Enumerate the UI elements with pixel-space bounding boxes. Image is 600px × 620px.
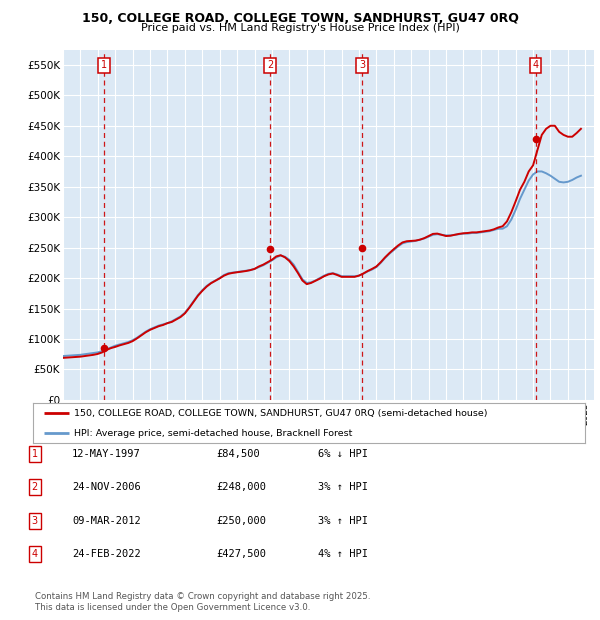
Text: 4% ↑ HPI: 4% ↑ HPI — [318, 549, 368, 559]
Text: 24-NOV-2006: 24-NOV-2006 — [72, 482, 141, 492]
Text: 6% ↓ HPI: 6% ↓ HPI — [318, 449, 368, 459]
Text: 1: 1 — [101, 60, 107, 70]
Text: £84,500: £84,500 — [216, 449, 260, 459]
Text: Price paid vs. HM Land Registry's House Price Index (HPI): Price paid vs. HM Land Registry's House … — [140, 23, 460, 33]
Text: 4: 4 — [32, 549, 38, 559]
Text: £427,500: £427,500 — [216, 549, 266, 559]
Text: 150, COLLEGE ROAD, COLLEGE TOWN, SANDHURST, GU47 0RQ: 150, COLLEGE ROAD, COLLEGE TOWN, SANDHUR… — [82, 12, 518, 25]
Text: 24-FEB-2022: 24-FEB-2022 — [72, 549, 141, 559]
Text: 09-MAR-2012: 09-MAR-2012 — [72, 516, 141, 526]
Text: HPI: Average price, semi-detached house, Bracknell Forest: HPI: Average price, semi-detached house,… — [74, 428, 353, 438]
Text: 150, COLLEGE ROAD, COLLEGE TOWN, SANDHURST, GU47 0RQ (semi-detached house): 150, COLLEGE ROAD, COLLEGE TOWN, SANDHUR… — [74, 409, 488, 418]
Text: 2: 2 — [32, 482, 38, 492]
Text: 1: 1 — [32, 449, 38, 459]
Text: 4: 4 — [533, 60, 539, 70]
Text: This data is licensed under the Open Government Licence v3.0.: This data is licensed under the Open Gov… — [35, 603, 310, 612]
Text: 3: 3 — [32, 516, 38, 526]
Text: 12-MAY-1997: 12-MAY-1997 — [72, 449, 141, 459]
Text: Contains HM Land Registry data © Crown copyright and database right 2025.: Contains HM Land Registry data © Crown c… — [35, 592, 370, 601]
Text: 2: 2 — [267, 60, 274, 70]
Text: £248,000: £248,000 — [216, 482, 266, 492]
Text: 3% ↑ HPI: 3% ↑ HPI — [318, 516, 368, 526]
Text: 3: 3 — [359, 60, 365, 70]
Text: £250,000: £250,000 — [216, 516, 266, 526]
Text: 3% ↑ HPI: 3% ↑ HPI — [318, 482, 368, 492]
